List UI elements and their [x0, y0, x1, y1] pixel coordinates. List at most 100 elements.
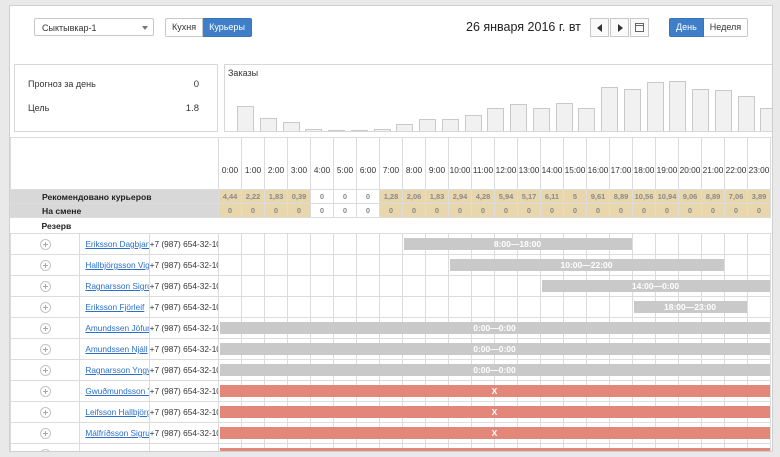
plus-circle-icon[interactable]	[39, 385, 51, 397]
hour-cell[interactable]	[356, 254, 380, 276]
hour-cell[interactable]	[586, 296, 610, 318]
hour-cell[interactable]	[218, 275, 242, 297]
hour-cell[interactable]	[724, 233, 748, 255]
shift-bar[interactable]: 8:00—18:00	[403, 238, 632, 250]
hour-cell[interactable]	[724, 254, 748, 276]
hour-cell[interactable]	[333, 275, 357, 297]
city-select[interactable]: Сыктывкар-1	[34, 18, 154, 36]
courier-name-link[interactable]: Hallbjörgsson Vigmárr	[85, 260, 150, 270]
hour-cell[interactable]	[425, 254, 449, 276]
hour-cell[interactable]	[264, 233, 288, 255]
hour-cell[interactable]	[448, 296, 472, 318]
hour-cell[interactable]	[632, 233, 656, 255]
view-day-button[interactable]: День	[669, 18, 704, 37]
hour-cell[interactable]	[402, 275, 426, 297]
shift-bar[interactable]: 0:00—0:00	[219, 343, 770, 355]
hour-cell[interactable]	[494, 296, 518, 318]
hour-cell[interactable]	[379, 296, 403, 318]
hour-cell[interactable]	[471, 275, 495, 297]
absent-bar[interactable]: X	[219, 385, 770, 397]
courier-name-link[interactable]: Málfríðsson Sigruðr	[85, 428, 150, 438]
hour-cell[interactable]	[747, 254, 771, 276]
calendar-button[interactable]	[630, 18, 649, 37]
hour-cell[interactable]	[540, 296, 564, 318]
plus-circle-icon[interactable]	[39, 322, 51, 334]
hour-cell[interactable]	[287, 233, 311, 255]
absent-bar[interactable]: X	[219, 448, 770, 451]
courier-name-link[interactable]: Gwuðmundsson Yngvarr	[85, 386, 148, 396]
next-day-button[interactable]	[610, 18, 629, 37]
prev-day-button[interactable]	[590, 18, 609, 37]
hour-cell[interactable]	[310, 233, 334, 255]
plus-circle-icon[interactable]	[39, 343, 51, 355]
hour-cell[interactable]	[264, 275, 288, 297]
hour-cell[interactable]	[241, 296, 265, 318]
courier-name-link[interactable]: Eriksson Dagbjartr	[85, 239, 150, 249]
hour-cell[interactable]	[218, 233, 242, 255]
plus-circle-icon[interactable]	[39, 301, 51, 313]
courier-name-link[interactable]: Tókisson Illfúss	[81, 449, 142, 451]
hour-cell[interactable]	[287, 254, 311, 276]
shift-bar[interactable]: 18:00—23:00	[633, 301, 747, 313]
plus-circle-icon[interactable]	[39, 238, 51, 250]
hour-cell[interactable]	[747, 233, 771, 255]
hour-cell[interactable]	[264, 254, 288, 276]
hour-cell[interactable]	[264, 296, 288, 318]
plus-circle-icon[interactable]	[39, 406, 51, 418]
courier-name-link[interactable]: Amundssen Jöfurr	[85, 323, 150, 333]
hour-cell[interactable]	[655, 233, 679, 255]
hour-cell[interactable]	[333, 296, 357, 318]
plus-circle-icon[interactable]	[39, 427, 51, 439]
shift-bar[interactable]: 0:00—0:00	[219, 322, 770, 334]
tab-couriers[interactable]: Курьеры	[203, 18, 252, 37]
hour-cell[interactable]	[517, 296, 541, 318]
hour-cell[interactable]	[425, 275, 449, 297]
plus-circle-icon[interactable]	[39, 280, 51, 292]
hour-cell[interactable]	[747, 443, 771, 451]
hour-cell[interactable]	[379, 275, 403, 297]
hour-cell[interactable]	[379, 233, 403, 255]
hour-cell[interactable]	[517, 275, 541, 297]
view-week-button[interactable]: Неделя	[703, 18, 749, 37]
hour-cell[interactable]	[471, 296, 495, 318]
tab-kitchen[interactable]: Кухня	[165, 18, 204, 37]
hour-cell[interactable]	[287, 275, 311, 297]
hour-cell[interactable]	[356, 233, 380, 255]
courier-name-link[interactable]: Ragnarsson Sigruðr	[85, 281, 148, 291]
courier-name-link[interactable]: Leifsson Hallbjörg	[85, 407, 150, 417]
hour-cell[interactable]	[310, 275, 334, 297]
hour-cell[interactable]	[379, 254, 403, 276]
shift-bar[interactable]: 14:00—0:00	[541, 280, 770, 292]
hour-cell[interactable]	[241, 254, 265, 276]
courier-name-link[interactable]: Amundssen Njáll	[85, 344, 148, 354]
hour-cell[interactable]	[356, 296, 380, 318]
absent-bar[interactable]: X	[219, 427, 770, 439]
hour-cell[interactable]	[218, 254, 242, 276]
hour-cell[interactable]	[333, 254, 357, 276]
hour-cell[interactable]	[402, 296, 426, 318]
hour-cell[interactable]	[356, 275, 380, 297]
absent-bar[interactable]: X	[219, 406, 770, 418]
hour-cell[interactable]	[678, 233, 702, 255]
hour-cell[interactable]	[609, 296, 633, 318]
hour-cell[interactable]	[563, 296, 587, 318]
hour-cell[interactable]	[310, 296, 334, 318]
hour-cell[interactable]	[333, 233, 357, 255]
hour-cell[interactable]	[701, 233, 725, 255]
hour-cell[interactable]	[425, 296, 449, 318]
hour-cell[interactable]	[402, 254, 426, 276]
hour-cell[interactable]	[241, 275, 265, 297]
shift-bar[interactable]: 0:00—0:00	[219, 364, 770, 376]
shift-bar[interactable]: 10:00—22:00	[449, 259, 724, 271]
hour-cell[interactable]	[287, 296, 311, 318]
plus-circle-icon[interactable]	[39, 259, 51, 271]
courier-name-link[interactable]: Eriksson Fjörleif	[85, 302, 145, 312]
hour-cell[interactable]	[241, 233, 265, 255]
hour-cell[interactable]	[494, 275, 518, 297]
plus-circle-icon[interactable]	[39, 364, 51, 376]
hour-cell[interactable]	[310, 254, 334, 276]
hour-cell[interactable]	[218, 296, 242, 318]
hour-cell[interactable]	[448, 275, 472, 297]
courier-name-link[interactable]: Ragnarsson Yngvarr	[85, 365, 148, 375]
hour-cell[interactable]	[747, 296, 771, 318]
